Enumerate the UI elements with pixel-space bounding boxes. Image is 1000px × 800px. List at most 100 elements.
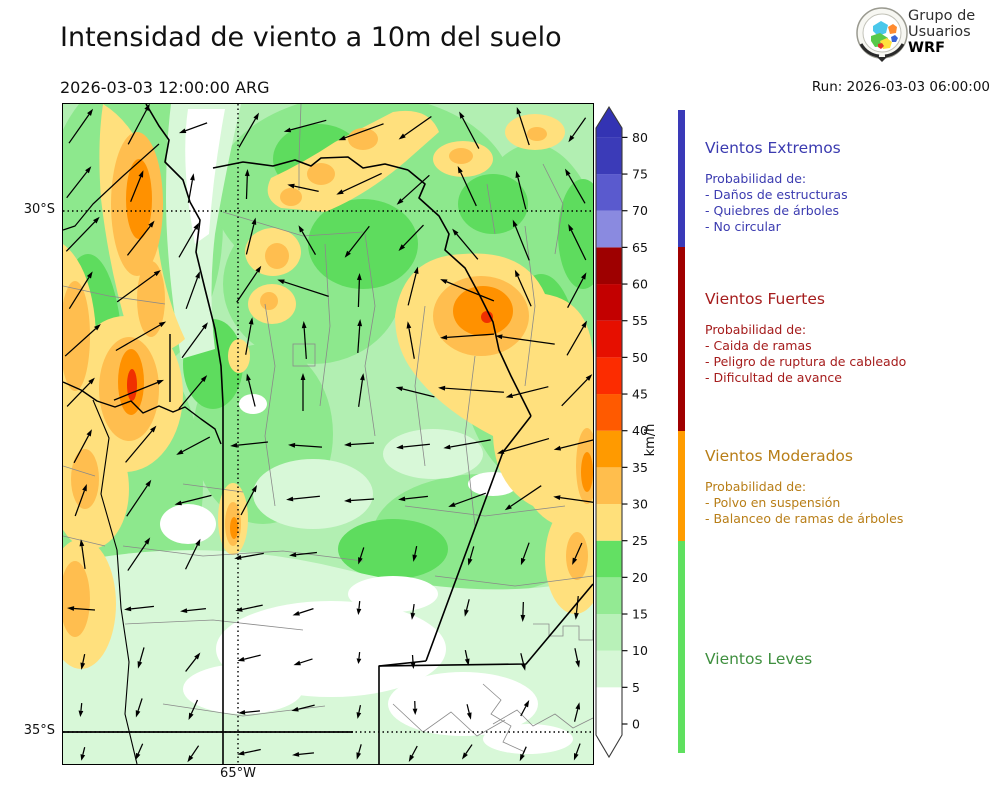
wind-arrow [503, 437, 550, 453]
logo-line-2: Usuarios [908, 24, 971, 40]
wind-arrow [295, 551, 317, 556]
wind-arrow-head [440, 335, 448, 340]
colorbar-tick-label: 65 [632, 240, 648, 255]
wind-arrow-head [396, 198, 404, 205]
colorbar-tick-label: 80 [632, 130, 648, 145]
wind-arrow-head [138, 170, 144, 178]
wind-arrow [465, 744, 473, 755]
wind-arrow-head [356, 712, 362, 719]
wind-arrow-head [504, 504, 512, 511]
wind-arrow [402, 224, 424, 247]
wind-arrow-head [188, 712, 194, 721]
wind-arrow-head [495, 334, 503, 340]
colorbar-segment [596, 687, 622, 724]
wind-arrow-head [153, 270, 161, 277]
colorbar-segment [596, 467, 622, 505]
wind-arrow [460, 172, 477, 207]
wind-arrow-head [148, 220, 155, 228]
wind-arrow [573, 708, 579, 722]
wind-arrow-head [86, 271, 93, 279]
wind-arrow-head [145, 479, 152, 487]
wind-arrow-head [553, 445, 562, 451]
legend-block: Vientos Extremos Probabilidad de: - Daños … [705, 139, 995, 235]
wind-arrow [412, 603, 415, 614]
wind-arrow [130, 176, 142, 202]
wind-arrow-head [398, 133, 406, 140]
wind-arrow-head [253, 112, 259, 120]
colorbar-tick-label: 40 [632, 423, 648, 438]
wind-arrow [447, 333, 494, 339]
wind-arrow [242, 604, 263, 611]
wind-arrow-head [291, 706, 299, 712]
wind-arrow-head [406, 321, 412, 329]
wind-arrow-head [574, 612, 579, 620]
wind-arrow-head [358, 557, 363, 565]
wind-arrow-head [158, 321, 167, 328]
wind-arrow-head [200, 375, 208, 383]
wind-arrow [357, 279, 360, 308]
wind-arrow-head [67, 606, 75, 611]
wind-arrow [446, 281, 495, 302]
wind-arrow [414, 546, 418, 556]
wind-arrow-head [443, 444, 451, 450]
wind-arrow [185, 277, 199, 310]
wind-arrow-head [193, 222, 199, 230]
wind-arrow-head [234, 555, 242, 560]
wind-arrow [358, 744, 362, 754]
colorbar-segments [596, 107, 622, 757]
wind-arrow-head [137, 661, 143, 669]
wind-arrow [358, 600, 361, 609]
wind-arrow-head [124, 606, 132, 612]
wind-arrow-head [195, 538, 201, 547]
legend-block: Vientos Fuertes Probabilidad de: - Caida d… [705, 290, 995, 386]
wind-arrow-head [457, 166, 463, 174]
wind-arrow-head [344, 250, 351, 258]
wind-arrow-head [357, 319, 363, 327]
wind-arrow-head [176, 449, 184, 455]
wind-arrow [81, 545, 86, 569]
wind-arrow [283, 281, 329, 297]
wind-arrow [185, 122, 208, 132]
wind-arrow-head [412, 554, 418, 562]
wind-arrow [137, 743, 144, 755]
wind-arrow-head [464, 658, 470, 666]
wind-arrow [73, 435, 90, 464]
wind-arrow-head [575, 660, 580, 668]
wind-arrow-head [82, 484, 87, 492]
wind-arrow-head [344, 442, 352, 447]
colorbar-tick-label: 30 [632, 497, 648, 512]
wind-arrow-head [180, 608, 188, 614]
wind-arrow [64, 328, 97, 357]
wind-arrow-head [520, 614, 526, 622]
logo-line-1: Grupo de [908, 8, 976, 24]
wind-arrow [245, 224, 255, 255]
wind-map [43, 74, 613, 765]
wind-arrow [80, 702, 83, 711]
wind-arrow-head [286, 496, 294, 502]
wind-arrow-head [572, 557, 578, 565]
colorbar-segment [596, 504, 622, 541]
wind-arrow [127, 109, 148, 145]
wind-arrow [517, 177, 527, 210]
colorbar-segment [596, 320, 622, 358]
wind-arrow-head [251, 484, 257, 493]
wind-arrow [66, 171, 88, 199]
wind-arrow [178, 380, 204, 410]
colorbar-tick-label: 5 [632, 680, 640, 695]
wind-arrow [130, 605, 154, 610]
wind-arrow [512, 386, 549, 397]
category-bar-segment [678, 110, 685, 248]
wind-arrow-head [336, 189, 344, 195]
colorbar-segment [596, 394, 622, 431]
legend-probabilities: Probabilidad de: - Daños de estructuras - … [705, 171, 995, 235]
wind-arrow [567, 278, 584, 308]
legend-item: - Peligro de ruptura de cableado [705, 354, 907, 369]
wind-arrow-head [135, 752, 141, 761]
wind-arrow-head [523, 700, 530, 708]
wind-arrow [464, 650, 468, 660]
wind-arrow-head [283, 127, 292, 133]
wind-arrow-head [230, 442, 238, 448]
colorbar-tick-label: 20 [632, 570, 648, 585]
wind-arrow-head [135, 710, 141, 718]
wind-arrow-head [248, 317, 254, 325]
